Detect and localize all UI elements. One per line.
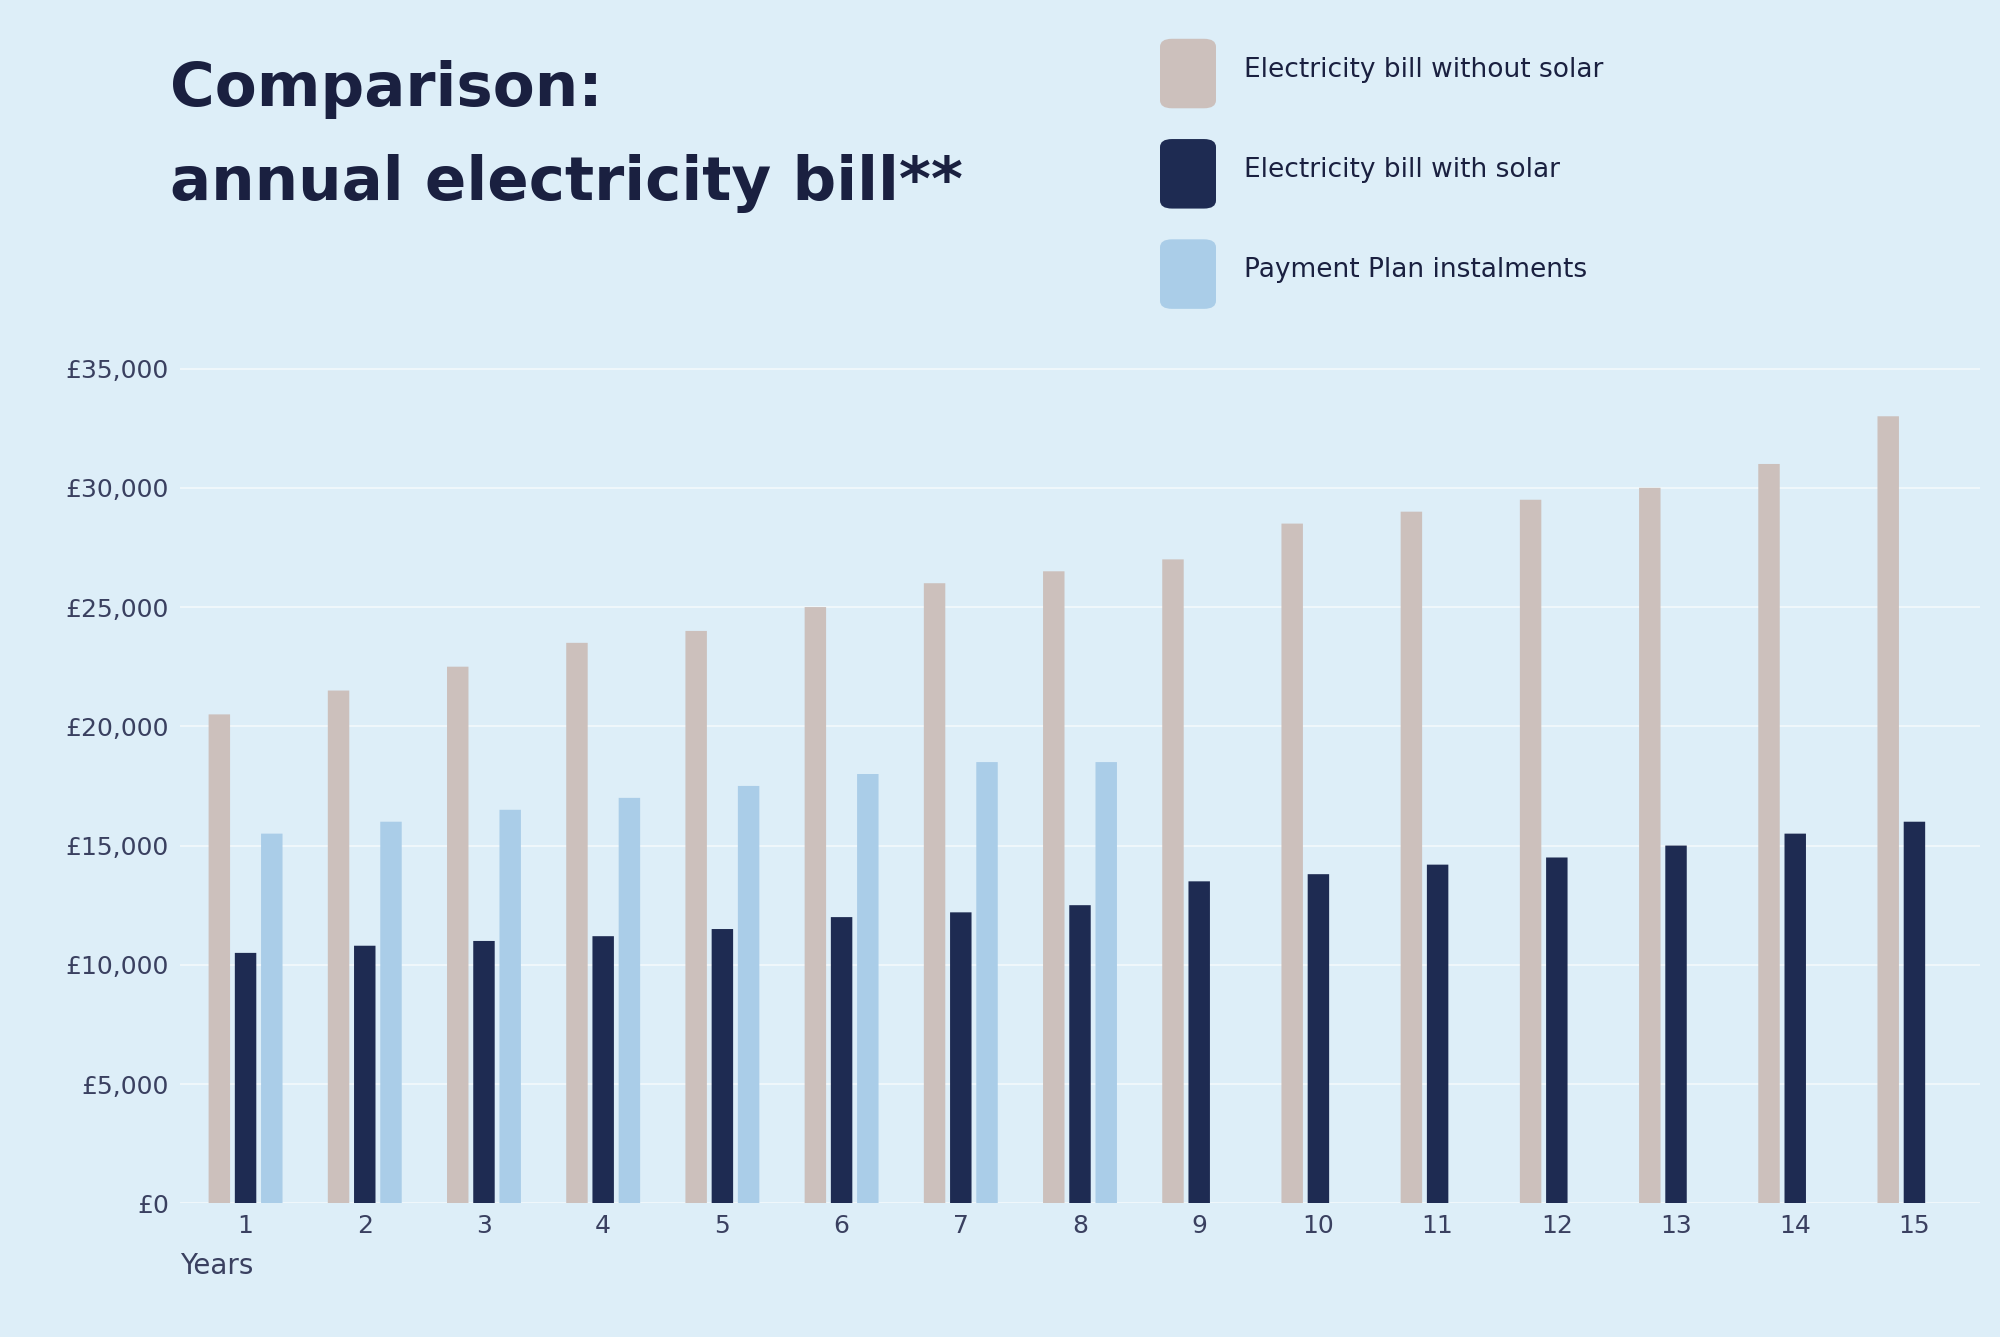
FancyBboxPatch shape [686, 631, 706, 1203]
FancyBboxPatch shape [1520, 500, 1542, 1203]
FancyBboxPatch shape [858, 774, 878, 1203]
FancyBboxPatch shape [354, 945, 376, 1203]
FancyBboxPatch shape [950, 912, 972, 1203]
FancyBboxPatch shape [448, 667, 468, 1203]
FancyBboxPatch shape [500, 810, 520, 1203]
FancyBboxPatch shape [566, 643, 588, 1203]
FancyBboxPatch shape [1784, 834, 1806, 1203]
FancyBboxPatch shape [328, 690, 350, 1203]
FancyBboxPatch shape [380, 822, 402, 1203]
FancyBboxPatch shape [208, 714, 230, 1203]
FancyBboxPatch shape [804, 607, 826, 1203]
Text: Payment Plan instalments: Payment Plan instalments [1244, 257, 1588, 283]
Text: annual electricity bill**: annual electricity bill** [170, 154, 962, 213]
FancyBboxPatch shape [234, 953, 256, 1203]
X-axis label: Years: Years [180, 1253, 254, 1281]
FancyBboxPatch shape [1400, 512, 1422, 1203]
FancyBboxPatch shape [1758, 464, 1780, 1203]
FancyBboxPatch shape [1426, 865, 1448, 1203]
FancyBboxPatch shape [1162, 559, 1184, 1203]
FancyBboxPatch shape [1878, 416, 1898, 1203]
FancyBboxPatch shape [592, 936, 614, 1203]
FancyBboxPatch shape [1070, 905, 1090, 1203]
FancyBboxPatch shape [1666, 845, 1686, 1203]
FancyBboxPatch shape [976, 762, 998, 1203]
FancyBboxPatch shape [1308, 874, 1330, 1203]
FancyBboxPatch shape [1904, 822, 1926, 1203]
FancyBboxPatch shape [1096, 762, 1116, 1203]
Text: Comparison:: Comparison: [170, 60, 602, 119]
Text: Electricity bill with solar: Electricity bill with solar [1244, 156, 1560, 183]
FancyBboxPatch shape [712, 929, 734, 1203]
FancyBboxPatch shape [924, 583, 946, 1203]
FancyBboxPatch shape [830, 917, 852, 1203]
FancyBboxPatch shape [1282, 524, 1302, 1203]
FancyBboxPatch shape [738, 786, 760, 1203]
FancyBboxPatch shape [1188, 881, 1210, 1203]
FancyBboxPatch shape [1546, 857, 1568, 1203]
FancyBboxPatch shape [474, 941, 494, 1203]
FancyBboxPatch shape [618, 798, 640, 1203]
FancyBboxPatch shape [1044, 571, 1064, 1203]
FancyBboxPatch shape [1640, 488, 1660, 1203]
Text: Electricity bill without solar: Electricity bill without solar [1244, 56, 1604, 83]
FancyBboxPatch shape [262, 834, 282, 1203]
